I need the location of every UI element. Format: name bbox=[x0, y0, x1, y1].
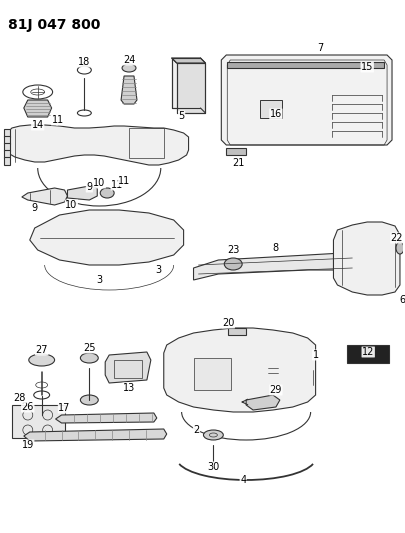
Text: 13: 13 bbox=[123, 383, 135, 393]
Polygon shape bbox=[67, 186, 97, 200]
Bar bbox=[347, 345, 388, 363]
Text: 19: 19 bbox=[21, 440, 34, 450]
Polygon shape bbox=[24, 429, 166, 441]
Text: 24: 24 bbox=[123, 55, 135, 65]
Bar bbox=[129, 128, 163, 158]
Polygon shape bbox=[333, 222, 399, 295]
Polygon shape bbox=[4, 136, 10, 144]
Polygon shape bbox=[121, 76, 136, 104]
Text: 28: 28 bbox=[14, 393, 26, 403]
Text: 3: 3 bbox=[96, 275, 102, 285]
Polygon shape bbox=[226, 148, 245, 155]
Polygon shape bbox=[171, 58, 200, 108]
Text: 20: 20 bbox=[222, 318, 234, 328]
Text: 12: 12 bbox=[361, 347, 373, 357]
Ellipse shape bbox=[395, 242, 403, 254]
Text: 1: 1 bbox=[51, 115, 58, 125]
Text: 27: 27 bbox=[35, 345, 48, 355]
Text: 6: 6 bbox=[399, 295, 405, 305]
Text: 9: 9 bbox=[32, 203, 38, 213]
Text: 5: 5 bbox=[178, 111, 184, 121]
Text: 2: 2 bbox=[193, 425, 199, 435]
Bar bbox=[259, 100, 281, 118]
Polygon shape bbox=[105, 352, 151, 383]
Text: 15: 15 bbox=[360, 62, 373, 72]
Text: 10: 10 bbox=[65, 200, 77, 210]
Text: 81J 047 800: 81J 047 800 bbox=[8, 18, 100, 32]
Text: 18: 18 bbox=[78, 57, 90, 67]
Polygon shape bbox=[6, 125, 188, 165]
Text: 21: 21 bbox=[231, 158, 244, 168]
Text: 10: 10 bbox=[93, 178, 105, 188]
Polygon shape bbox=[12, 405, 64, 438]
Ellipse shape bbox=[100, 188, 114, 198]
Ellipse shape bbox=[80, 353, 98, 363]
Text: 22: 22 bbox=[390, 233, 402, 243]
Polygon shape bbox=[30, 210, 183, 265]
Text: 4: 4 bbox=[239, 475, 245, 485]
Text: 7: 7 bbox=[317, 43, 323, 53]
Bar bbox=[193, 358, 231, 390]
Text: 25: 25 bbox=[83, 343, 95, 353]
Text: 11: 11 bbox=[111, 180, 123, 190]
Text: 29: 29 bbox=[269, 385, 281, 395]
Ellipse shape bbox=[224, 258, 241, 270]
Text: 1: 1 bbox=[56, 115, 62, 125]
Polygon shape bbox=[171, 58, 205, 63]
Text: 1: 1 bbox=[312, 350, 318, 360]
Text: 23: 23 bbox=[226, 245, 239, 255]
Polygon shape bbox=[4, 129, 10, 137]
Text: 14: 14 bbox=[32, 120, 44, 130]
Polygon shape bbox=[193, 253, 356, 280]
Text: 17: 17 bbox=[58, 403, 70, 413]
Ellipse shape bbox=[80, 395, 98, 405]
Polygon shape bbox=[163, 328, 315, 412]
Text: 9: 9 bbox=[86, 182, 92, 192]
Bar bbox=[114, 360, 142, 378]
Polygon shape bbox=[176, 63, 205, 113]
Text: 3: 3 bbox=[156, 265, 162, 275]
Ellipse shape bbox=[122, 64, 136, 72]
Polygon shape bbox=[228, 328, 245, 335]
Bar bbox=[176, 63, 205, 113]
Text: 11: 11 bbox=[117, 176, 130, 186]
Polygon shape bbox=[55, 413, 156, 423]
Polygon shape bbox=[221, 55, 391, 145]
Polygon shape bbox=[4, 143, 10, 151]
Text: 8: 8 bbox=[272, 243, 278, 253]
Text: 30: 30 bbox=[207, 462, 219, 472]
Ellipse shape bbox=[203, 430, 223, 440]
Text: 26: 26 bbox=[21, 402, 34, 412]
Polygon shape bbox=[4, 150, 10, 158]
Polygon shape bbox=[227, 62, 383, 68]
Polygon shape bbox=[22, 188, 67, 205]
Polygon shape bbox=[24, 100, 51, 117]
Ellipse shape bbox=[29, 354, 54, 366]
Text: 16: 16 bbox=[269, 109, 281, 119]
Polygon shape bbox=[245, 395, 279, 410]
Polygon shape bbox=[4, 157, 10, 165]
